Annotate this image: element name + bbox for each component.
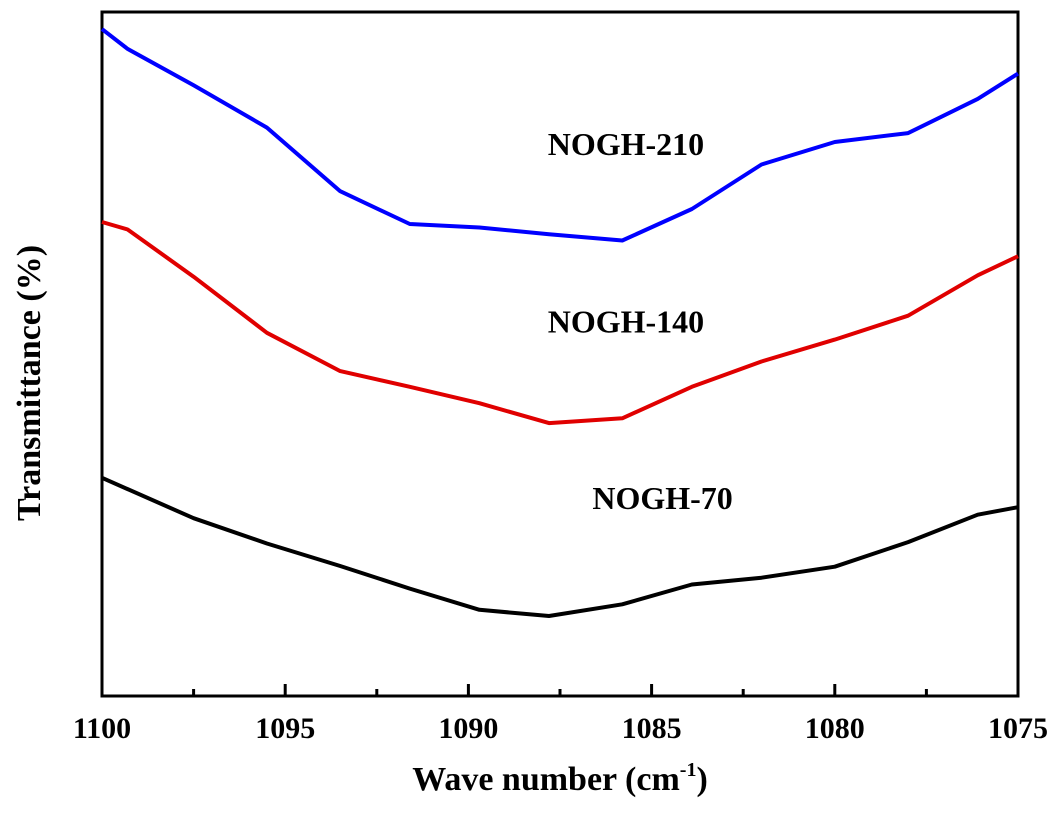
x-tick-label: 1080 [805,712,865,745]
x-tick-label: 1090 [438,712,498,745]
x-axis-title-main: Wave number (cm [412,761,680,798]
x-axis-title: Wave number (cm-1) [412,759,708,798]
series-line-nogh-210 [100,27,1020,243]
x-tick-label: 1100 [73,712,131,745]
x-tick-label: 1075 [988,712,1048,745]
series-line-nogh-70 [101,475,1019,618]
x-axis-title-superscript: -1 [680,759,697,781]
series-label-nogh-70: NOGH-70 [592,480,732,516]
x-axis-title-close: ) [696,761,707,798]
series-labels: NOGH-210 NOGH-140 NOGH-70 [548,126,733,516]
series-line-nogh-140 [101,220,1019,426]
series-lines [100,27,1020,618]
series-label-nogh-210: NOGH-210 [548,126,704,162]
series-label-nogh-140: NOGH-140 [548,304,704,340]
plot-frame [100,10,1020,698]
y-axis-title: Transmittance (%) [11,245,48,521]
x-tick-label: 1095 [255,712,315,745]
x-axis-ticks: 1100 1095 1090 1085 1080 1075 [73,684,1048,745]
x-tick-label: 1085 [622,712,682,745]
